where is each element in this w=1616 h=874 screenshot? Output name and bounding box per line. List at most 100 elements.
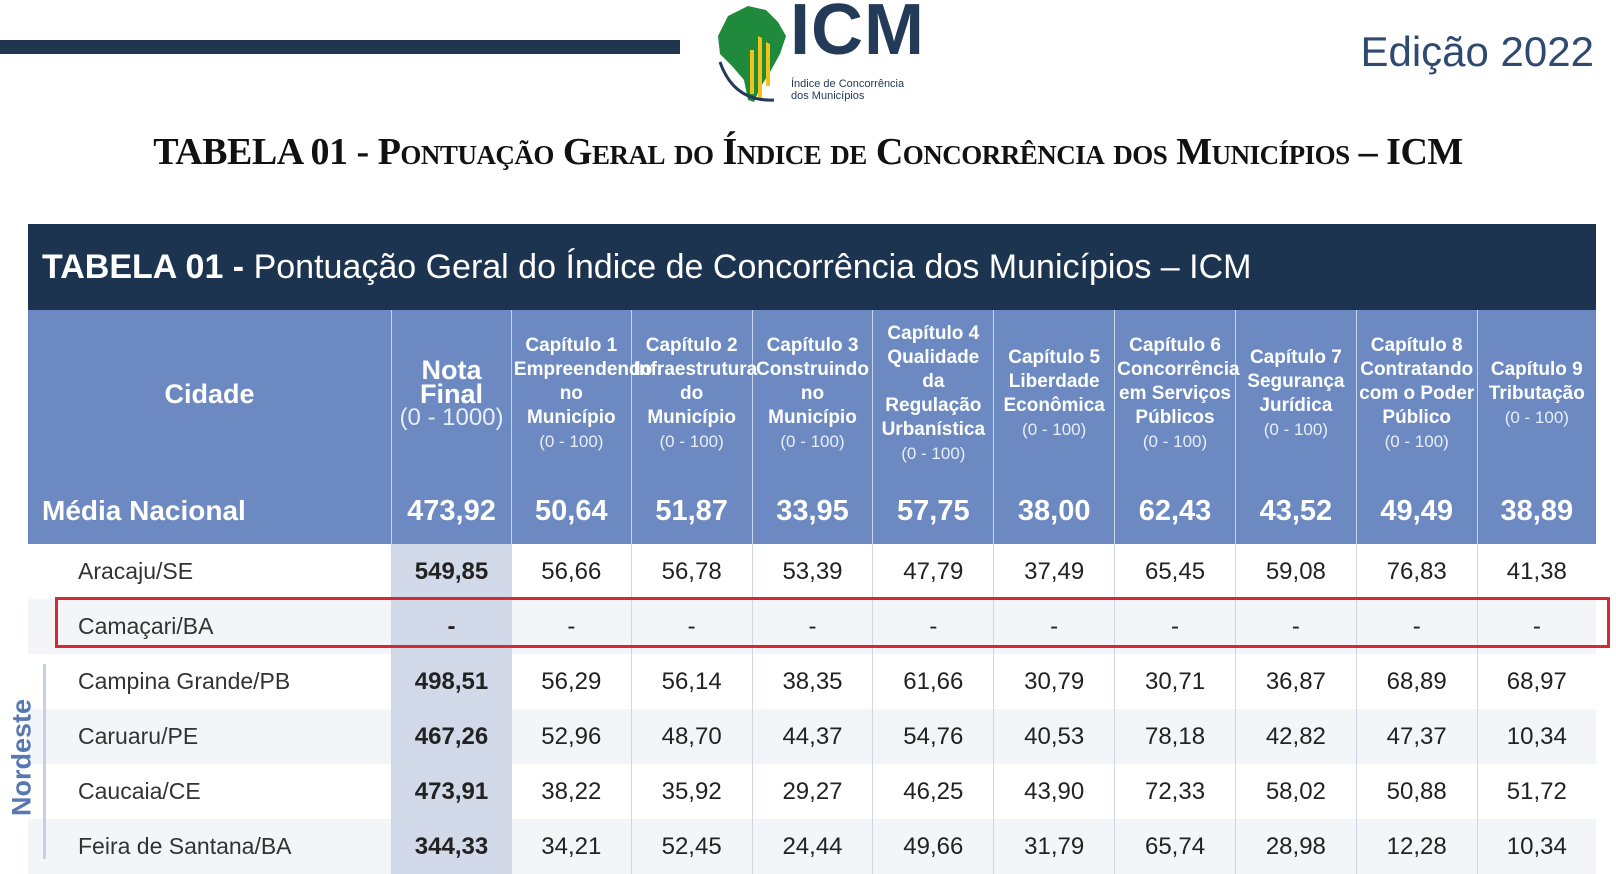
page-title: TABELA 01 - Pontuação Geral do Índice de…: [0, 130, 1616, 174]
chapter-score-cell: 40,53: [993, 709, 1115, 764]
column-range: (0 - 100): [539, 432, 604, 451]
chapter-score-cell: -: [630, 599, 753, 654]
column-range: (0 - 100): [1263, 420, 1328, 439]
average-cell: 33,95: [751, 478, 873, 544]
chapter-score-cell: -: [1234, 599, 1357, 654]
final-score-cell: -: [391, 599, 512, 654]
chapter-score-cell: 10,34: [1476, 819, 1596, 874]
chapter-score-cell: -: [1355, 599, 1478, 654]
average-cell: 57,75: [872, 478, 994, 544]
column-title: Capítulo 9 Tributação: [1488, 359, 1585, 404]
column-title: Capítulo 2 Infraestrutura do Município: [633, 335, 758, 428]
column-header-0: Cidade: [28, 310, 392, 478]
score-grid: Cidade Nota Final (0 - 1000) Capítulo 1 Emp…: [28, 310, 1596, 874]
chapter-score-cell: 51,72: [1476, 764, 1596, 819]
average-label: Média Nacional: [28, 478, 392, 544]
column-title: Capítulo 6 Concorrência em Serviços Públ…: [1117, 335, 1240, 428]
chapter-score-cell: 31,79: [993, 819, 1115, 874]
chapter-score-cell: 68,97: [1476, 654, 1596, 709]
icm-logo: ICM Índice de Concorrência dos Município…: [714, 0, 924, 110]
region-label: Nordeste: [2, 690, 42, 830]
chapter-score-cell: 76,83: [1355, 544, 1478, 599]
average-cell: 473,92: [391, 478, 512, 544]
chapter-score-cell: 44,37: [751, 709, 873, 764]
column-header-8: Capítulo 7 Segurança Jurídica (0 - 100): [1234, 310, 1357, 478]
chapter-score-cell: 61,66: [872, 654, 994, 709]
column-title: Capítulo 7 Segurança Jurídica: [1247, 347, 1345, 416]
final-score-cell: 467,26: [391, 709, 512, 764]
chapter-score-cell: 38,22: [510, 764, 632, 819]
header-bar: [0, 40, 680, 54]
column-header-5: Capítulo 4 Qualidade da Regulação Urbaní…: [872, 310, 994, 478]
column-title: Cidade: [164, 379, 255, 409]
chapter-score-cell: 28,98: [1234, 819, 1357, 874]
chapter-score-cell: 42,82: [1234, 709, 1357, 764]
column-header-1: Nota Final (0 - 1000): [391, 310, 512, 478]
column-title: Nota Final: [419, 355, 483, 409]
column-range: (0 - 1000): [399, 404, 504, 431]
chapter-score-cell: 56,29: [510, 654, 632, 709]
column-header-6: Capítulo 5 Liberdade Econômica (0 - 100): [993, 310, 1115, 478]
column-range: (0 - 100): [1022, 420, 1087, 439]
column-range: (0 - 100): [780, 432, 845, 451]
chapter-score-cell: -: [1476, 599, 1596, 654]
column-range: (0 - 100): [1384, 432, 1449, 451]
chapter-score-cell: 52,45: [630, 819, 753, 874]
city-name: Caruaru/PE: [28, 709, 392, 764]
city-name: Camaçari/BA: [28, 599, 392, 654]
chapter-score-cell: 34,21: [510, 819, 632, 874]
column-header-10: Capítulo 9 Tributação (0 - 100): [1476, 310, 1596, 478]
chapter-score-cell: -: [751, 599, 873, 654]
brazil-map-icon: [718, 6, 786, 102]
chapter-score-cell: 72,33: [1114, 764, 1236, 819]
table-row: Aracaju/SE 549,85 56,66 56,78 53,39 47,79 37,4…: [28, 544, 1596, 599]
chapter-score-cell: 50,88: [1355, 764, 1478, 819]
column-range: (0 - 100): [901, 444, 966, 463]
logo-wordmark: ICM: [790, 0, 925, 70]
chapter-score-cell: 58,02: [1234, 764, 1357, 819]
table-row: Camaçari/BA - - - - - - - - - -: [28, 599, 1596, 654]
table-row: Campina Grande/PB 498,51 56,29 56,14 38,35 61…: [28, 654, 1596, 709]
chapter-score-cell: 68,89: [1355, 654, 1478, 709]
chapter-score-cell: 47,79: [872, 544, 994, 599]
final-score-cell: 344,33: [391, 819, 512, 874]
edition-label: Edição 2022: [1360, 28, 1594, 75]
column-title: Capítulo 8 Contratando com o Poder Públi…: [1359, 335, 1475, 428]
average-cell: 62,43: [1114, 478, 1236, 544]
chapter-score-cell: 36,87: [1234, 654, 1357, 709]
chapter-score-cell: -: [872, 599, 994, 654]
chapter-score-cell: 49,66: [872, 819, 994, 874]
chapter-score-cell: -: [993, 599, 1115, 654]
final-score-cell: 549,85: [391, 544, 512, 599]
chapter-score-cell: 37,49: [993, 544, 1115, 599]
chapter-score-cell: 30,71: [1114, 654, 1236, 709]
column-header-row: Cidade Nota Final (0 - 1000) Capítulo 1 Emp…: [28, 310, 1596, 478]
chapter-score-cell: 30,79: [993, 654, 1115, 709]
chapter-score-cell: 46,25: [872, 764, 994, 819]
chapter-score-cell: 56,14: [630, 654, 753, 709]
chapter-score-cell: 43,90: [993, 764, 1115, 819]
table-row: Caruaru/PE 467,26 52,96 48,70 44,37 54,76 40,5…: [28, 709, 1596, 764]
city-name: Caucaia/CE: [28, 764, 392, 819]
column-header-9: Capítulo 8 Contratando com o Poder Públi…: [1355, 310, 1478, 478]
table-caption-lead: TABELA 01 -: [42, 248, 245, 286]
table-caption: TABELA 01 - Pontuação Geral do Índice de…: [28, 224, 1596, 310]
logo-subtitle: Índice de Concorrência dos Municípios: [791, 78, 905, 102]
chapter-score-cell: 65,74: [1114, 819, 1236, 874]
average-cell: 50,64: [510, 478, 632, 544]
column-title: Capítulo 4 Qualidade da Regulação Urbaní…: [881, 323, 986, 440]
region-label-text: Nordeste: [6, 698, 37, 817]
average-cell: 38,00: [993, 478, 1115, 544]
chapter-score-cell: 65,45: [1114, 544, 1236, 599]
column-header-3: Capítulo 2 Infraestrutura do Município (0…: [630, 310, 758, 478]
table-caption-rest: Pontuação Geral do Índice de Concorrênci…: [244, 248, 1252, 286]
page-title-rest: Pontuação Geral do Índice de Concorrênci…: [377, 131, 1464, 173]
table-row: Feira de Santana/BA 344,33 34,21 52,45 24,44…: [28, 819, 1596, 874]
column-header-2: Capítulo 1 Empreendendo no Município (0 -…: [510, 310, 652, 478]
average-cell: 49,49: [1355, 478, 1478, 544]
chapter-score-cell: 78,18: [1114, 709, 1236, 764]
final-score-cell: 473,91: [391, 764, 512, 819]
chapter-score-cell: 38,35: [751, 654, 873, 709]
page-title-lead: TABELA 01 -: [153, 131, 378, 173]
chapter-score-cell: -: [1114, 599, 1236, 654]
